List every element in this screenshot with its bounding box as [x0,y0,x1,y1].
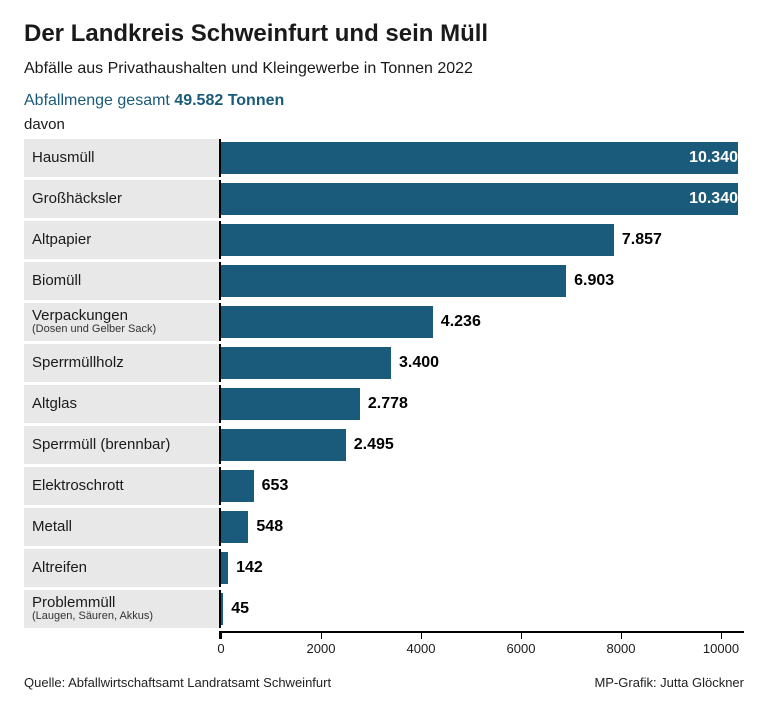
bar [221,552,228,584]
x-tick [321,631,322,639]
category-cell: Hausmüll [24,139,219,177]
category-label: Altreifen [32,560,211,576]
category-label: Elektroschrott [32,478,211,494]
bar-track: 45 [219,590,744,628]
category-label: Altpapier [32,232,211,248]
bar-value-label: 142 [236,559,263,577]
category-cell: Problemmüll(Laugen, Säuren, Akkus) [24,590,219,628]
x-tick [721,631,722,639]
bar-track: 3.400 [219,344,744,382]
chart-row: Sperrmüll (brennbar) 2.495 [24,426,744,464]
chart-row: Hausmüll 10.340 [24,139,744,177]
credit-text: MP-Grafik: Jutta Glöckner [594,675,744,690]
category-label: Großhäcksler [32,191,211,207]
bar-value-label: 653 [262,477,289,495]
davon-label: davon [24,116,744,133]
bar-value-label: 2.495 [354,436,394,454]
chart-row: Biomüll 6.903 [24,262,744,300]
category-label: Sperrmüll (brennbar) [32,437,211,453]
bar [221,347,391,379]
bar-track: 2.778 [219,385,744,423]
bar-value-label: 6.903 [574,272,614,290]
bar [221,265,566,297]
bar [221,306,433,338]
bar-track: 4.236 [219,303,744,341]
x-tick [521,631,522,639]
category-label: Hausmüll [32,150,211,166]
bar-track: 142 [219,549,744,587]
x-tick-label: 0 [217,641,224,656]
x-tick-label: 2000 [307,641,336,656]
bar-value-label: 548 [256,518,283,536]
category-cell: Biomüll [24,262,219,300]
subtitle: Abfälle aus Privathaushalten und Kleinge… [24,60,744,78]
bar-value-label: 7.857 [622,231,662,249]
chart-row: Metall 548 [24,508,744,546]
category-label: Metall [32,519,211,535]
bar-value-label: 10.340 [221,190,738,208]
bar-value-label: 4.236 [441,313,481,331]
bar-value-label: 2.778 [368,395,408,413]
bar-value-label: 3.400 [399,354,439,372]
category-cell: Sperrmüllholz [24,344,219,382]
bar-value-label: 10.340 [221,149,738,167]
chart-row: Altglas 2.778 [24,385,744,423]
bar-track: 10.340 [219,180,744,218]
bar-track: 7.857 [219,221,744,259]
category-cell: Altpapier [24,221,219,259]
x-tick [221,631,222,639]
category-cell: Metall [24,508,219,546]
category-sublabel: (Laugen, Säuren, Akkus) [32,611,211,623]
category-cell: Sperrmüll (brennbar) [24,426,219,464]
chart-row: Verpackungen(Dosen und Gelber Sack) 4.236 [24,303,744,341]
x-axis: 0200040006000800010000 [219,631,744,639]
source-text: Quelle: Abfallwirtschaftsamt Landratsamt… [24,675,331,690]
x-tick-label: 6000 [507,641,536,656]
chart-row: Problemmüll(Laugen, Säuren, Akkus) 45 [24,590,744,628]
total-line: Abfallmenge gesamt 49.582 Tonnen [24,92,744,110]
x-tick [621,631,622,639]
bar-track: 10.340 [219,139,744,177]
chart-row: Altreifen 142 [24,549,744,587]
category-label: Biomüll [32,273,211,289]
bar-value-label: 45 [231,600,249,618]
category-cell: Altglas [24,385,219,423]
category-cell: Großhäcksler [24,180,219,218]
x-tick-label: 10000 [703,641,739,656]
bar [221,470,254,502]
bar [221,388,360,420]
bar [221,224,614,256]
category-cell: Elektroschrott [24,467,219,505]
category-sublabel: (Dosen und Gelber Sack) [32,324,211,336]
chart-row: Elektroschrott 653 [24,467,744,505]
bar [221,511,248,543]
category-cell: Verpackungen(Dosen und Gelber Sack) [24,303,219,341]
chart-row: Großhäcksler 10.340 [24,180,744,218]
bar-track: 653 [219,467,744,505]
x-tick-label: 8000 [607,641,636,656]
chart-row: Altpapier 7.857 [24,221,744,259]
category-label: Altglas [32,396,211,412]
footer: Quelle: Abfallwirtschaftsamt Landratsamt… [24,675,744,690]
category-label: Problemmüll [32,595,211,611]
bar-track: 2.495 [219,426,744,464]
x-tick [421,631,422,639]
bar-track: 548 [219,508,744,546]
total-label: Abfallmenge gesamt [24,92,174,109]
page-title: Der Landkreis Schweinfurt und sein Müll [24,20,744,48]
bar [221,429,346,461]
category-label: Sperrmüllholz [32,355,211,371]
category-label: Verpackungen [32,308,211,324]
x-tick-label: 4000 [407,641,436,656]
bar-chart: Hausmüll 10.340 Großhäcksler 10.340 Altpapie… [24,139,744,639]
chart-row: Sperrmüllholz 3.400 [24,344,744,382]
bar [221,593,223,625]
category-cell: Altreifen [24,549,219,587]
total-value: 49.582 Tonnen [174,92,284,109]
bar-track: 6.903 [219,262,744,300]
